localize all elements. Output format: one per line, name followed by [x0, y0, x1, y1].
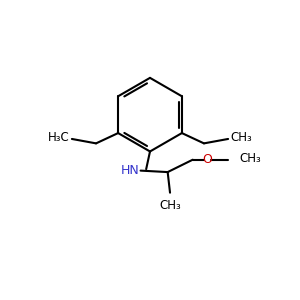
Text: H₃C: H₃C	[48, 131, 70, 144]
Text: HN: HN	[121, 164, 140, 177]
Text: CH₃: CH₃	[239, 152, 261, 165]
Text: CH₃: CH₃	[230, 131, 252, 144]
Text: CH₃: CH₃	[159, 199, 181, 212]
Text: O: O	[202, 153, 212, 166]
